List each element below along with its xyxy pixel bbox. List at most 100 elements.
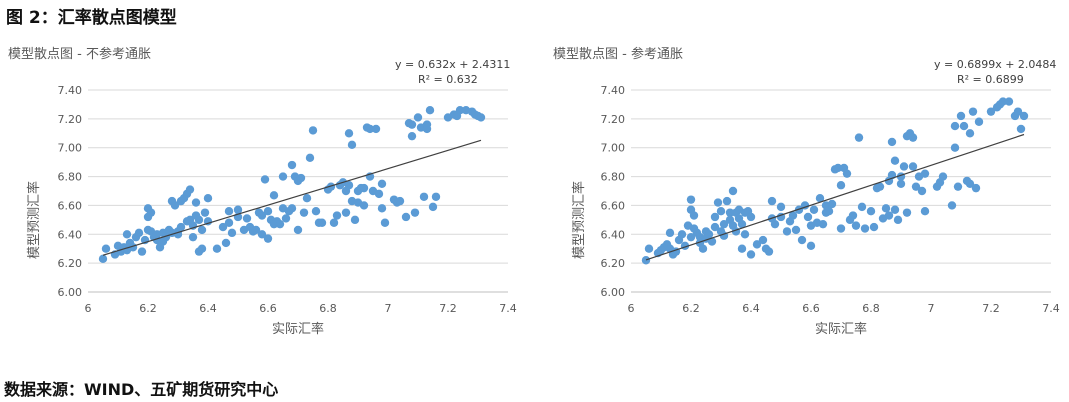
trendline-equation: y = 0.632x + 2.4311 bbox=[395, 58, 510, 71]
scatter-point bbox=[287, 204, 297, 213]
scatter-point bbox=[746, 212, 756, 222]
scatter-point bbox=[170, 201, 180, 210]
scatter-point bbox=[953, 182, 963, 191]
scatter-point bbox=[908, 162, 918, 171]
scatter-point bbox=[287, 160, 297, 170]
scatter-point bbox=[764, 247, 774, 256]
scatter-point bbox=[326, 182, 336, 191]
scatter-point bbox=[710, 222, 720, 232]
scatter-point bbox=[917, 186, 927, 196]
scatter-point bbox=[224, 218, 234, 227]
scatter-point bbox=[1016, 124, 1026, 134]
scatter-point bbox=[887, 137, 897, 147]
scatter-point bbox=[725, 208, 735, 217]
y-tick-label: 6.00 bbox=[601, 286, 626, 299]
scatter-point bbox=[191, 198, 201, 207]
scatter-point bbox=[890, 205, 900, 214]
scatter-point bbox=[263, 207, 273, 216]
scatter-point bbox=[644, 244, 654, 253]
scatter-point bbox=[686, 195, 696, 204]
scatter-point bbox=[971, 183, 981, 193]
y-tick-label: 6.60 bbox=[601, 199, 626, 212]
scatter-point bbox=[176, 222, 186, 232]
scatter-point bbox=[896, 179, 906, 188]
scatter-point bbox=[767, 196, 777, 206]
scatter-point bbox=[776, 202, 786, 212]
trendline-r2: R² = 0.632 bbox=[418, 73, 478, 86]
scatter-point bbox=[851, 221, 861, 230]
scatter-point bbox=[278, 172, 288, 181]
scatter-point bbox=[341, 208, 351, 217]
scatter-point bbox=[836, 224, 846, 233]
scatter-point bbox=[911, 182, 921, 191]
scatter-point bbox=[377, 179, 387, 188]
y-tick-label: 7.00 bbox=[601, 142, 626, 155]
trendline-line bbox=[102, 139, 482, 256]
scatter-point bbox=[251, 225, 261, 235]
scatter-point bbox=[902, 208, 912, 217]
scatter-point bbox=[737, 244, 747, 253]
scatter-point bbox=[707, 237, 717, 246]
scatter-point bbox=[221, 238, 231, 248]
scatter-point bbox=[899, 162, 909, 171]
scatter-point bbox=[395, 196, 405, 206]
data-points bbox=[641, 97, 1029, 265]
scatter-point bbox=[920, 169, 930, 178]
scatter-point bbox=[410, 208, 420, 217]
scatter-point bbox=[938, 172, 948, 181]
x-tick-label: 6.6 bbox=[802, 302, 820, 315]
x-tick-label: 6 bbox=[85, 302, 92, 315]
scatter-point bbox=[344, 181, 354, 190]
scatter-point bbox=[782, 227, 792, 236]
x-tick-label: 6.6 bbox=[259, 302, 277, 315]
figure-title: 图 2：汇率散点图模型 bbox=[6, 8, 177, 28]
y-tick-label: 7.00 bbox=[58, 142, 83, 155]
scatter-point bbox=[641, 256, 651, 265]
scatter-point bbox=[869, 222, 879, 232]
scatter-point bbox=[1004, 97, 1014, 106]
scatter-point bbox=[329, 218, 339, 227]
scatter-point bbox=[185, 185, 195, 194]
scatter-point bbox=[428, 202, 438, 212]
scatter-point bbox=[377, 204, 387, 213]
y-tick-label: 6.40 bbox=[58, 228, 83, 241]
y-tick-label: 7.40 bbox=[58, 84, 83, 97]
scatter-point bbox=[344, 129, 354, 138]
scatter-point bbox=[998, 97, 1008, 106]
y-axis-label: 模型预测汇率 bbox=[26, 181, 42, 259]
scatter-point bbox=[296, 173, 306, 183]
scatter-point bbox=[752, 240, 762, 249]
y-axis-label: 模型预测汇率 bbox=[571, 181, 587, 259]
scatter-point bbox=[713, 198, 723, 207]
scatter-point bbox=[848, 211, 858, 220]
y-tick-label: 6.80 bbox=[601, 171, 626, 184]
trendline-line bbox=[645, 133, 1025, 261]
scatter-point bbox=[698, 244, 708, 253]
x-tick-label: 7.4 bbox=[1042, 302, 1060, 315]
scatter-point bbox=[332, 211, 342, 220]
scatter-chart-with-inflation: 模型散点图 - 参考通胀 6.00 6.20 6.40 6.60 6.80 7.00 7.2… bbox=[553, 46, 1060, 337]
scatter-point bbox=[305, 153, 315, 163]
scatter-point bbox=[431, 192, 441, 201]
scatter-point bbox=[809, 205, 819, 214]
scatter-point bbox=[257, 230, 267, 239]
scatter-point bbox=[212, 244, 222, 253]
scatter-point bbox=[134, 228, 144, 238]
scatter-point bbox=[407, 131, 417, 141]
scatter-point bbox=[920, 207, 930, 216]
scatter-point bbox=[677, 230, 687, 239]
scatter-point bbox=[854, 133, 864, 142]
x-tick-label: 7 bbox=[385, 302, 392, 315]
y-tick-label: 6.60 bbox=[58, 199, 83, 212]
y-tick-label: 6.20 bbox=[601, 257, 626, 270]
scatter-point bbox=[302, 194, 312, 203]
x-tick-label: 7 bbox=[928, 302, 935, 315]
scatter-point bbox=[101, 244, 111, 253]
scatter-point bbox=[188, 232, 198, 242]
scatter-point bbox=[875, 182, 885, 191]
scatter-point bbox=[689, 211, 699, 220]
trendline bbox=[102, 139, 482, 256]
scatter-point bbox=[740, 230, 750, 239]
scatter-point bbox=[710, 212, 720, 222]
trendline-equation: y = 0.6899x + 2.0484 bbox=[934, 58, 1056, 71]
